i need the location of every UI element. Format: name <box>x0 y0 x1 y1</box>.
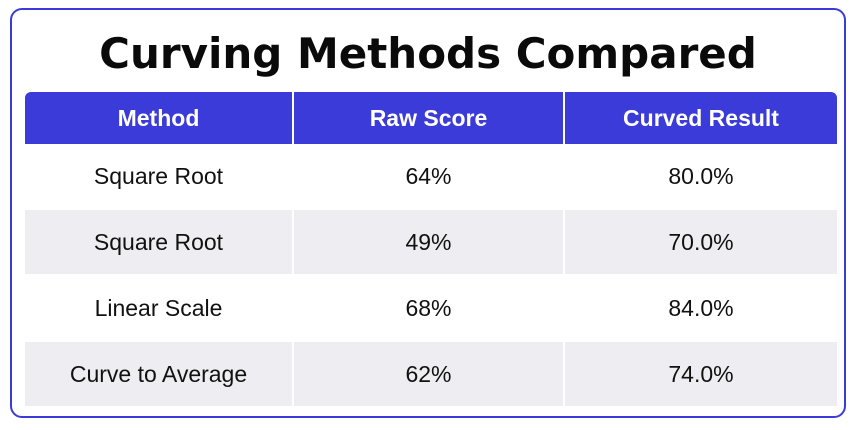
column-header-raw-score: Raw Score <box>294 92 565 144</box>
cell-curved-result: 80.0% <box>565 144 837 210</box>
cell-curved-result: 74.0% <box>565 342 837 408</box>
cell-method: Linear Scale <box>25 276 294 342</box>
cell-curved-result: 84.0% <box>565 276 837 342</box>
table-row: Linear Scale 68% 84.0% <box>25 276 837 342</box>
cell-curved-result: 70.0% <box>565 210 837 276</box>
cell-method: Curve to Average <box>25 342 294 408</box>
cell-method: Square Root <box>25 210 294 276</box>
chart-title: Curving Methods Compared <box>99 29 757 78</box>
cell-raw-score: 68% <box>294 276 565 342</box>
table-card: Curving Methods Compared Method Raw Scor… <box>10 8 846 418</box>
table-row: Curve to Average 62% 74.0% <box>25 342 837 408</box>
column-header-method: Method <box>25 92 294 144</box>
table-row: Square Root 49% 70.0% <box>25 210 837 276</box>
cell-raw-score: 62% <box>294 342 565 408</box>
table-row: Square Root 64% 80.0% <box>25 144 837 210</box>
data-table: Method Raw Score Curved Result Square Ro… <box>25 92 837 408</box>
column-header-curved-result: Curved Result <box>565 92 837 144</box>
header-row: Method Raw Score Curved Result <box>25 92 837 144</box>
cell-method: Square Root <box>25 144 294 210</box>
cell-raw-score: 64% <box>294 144 565 210</box>
cell-raw-score: 49% <box>294 210 565 276</box>
